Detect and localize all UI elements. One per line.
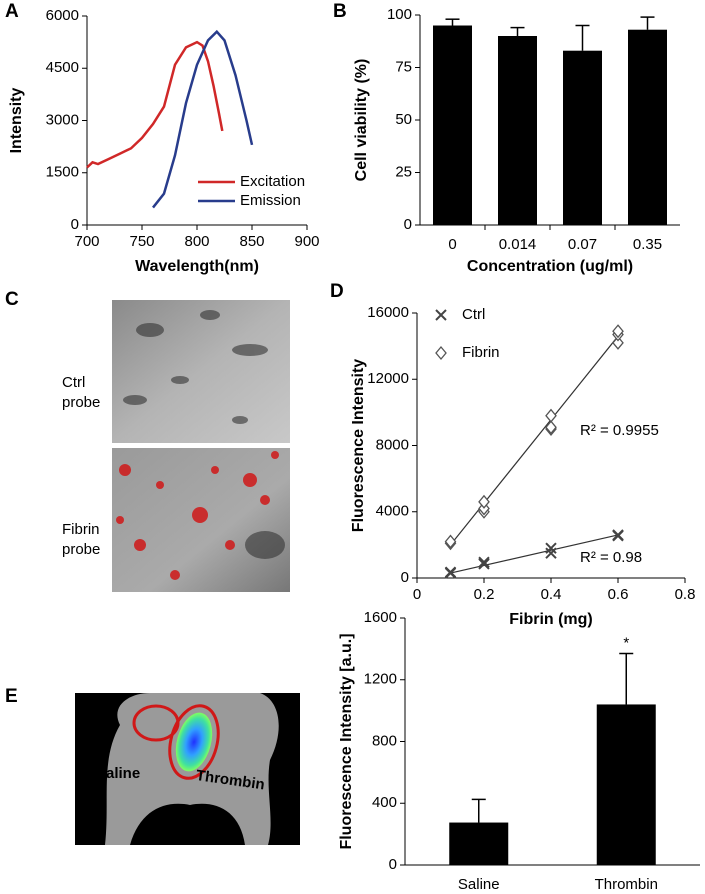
bar <box>628 29 667 226</box>
bar <box>596 704 656 865</box>
x-tick-label: 0 <box>413 586 421 603</box>
line-series <box>86 40 224 169</box>
marker <box>545 547 557 559</box>
bar <box>433 25 472 225</box>
y-axis-title: Cell viability (%) <box>353 59 370 182</box>
y-tick-label: 4500 <box>46 59 79 76</box>
x-tick-label: 0.4 <box>541 586 562 603</box>
bar <box>498 36 537 225</box>
legend-marker <box>435 309 447 321</box>
y-axis-title: Fluorescence Intensity <box>350 359 367 532</box>
marker <box>478 494 490 509</box>
marker <box>444 567 457 579</box>
ctrl-image <box>112 300 290 443</box>
y-axis-title: Intensity <box>8 88 25 154</box>
y-tick-label: 50 <box>395 111 412 128</box>
y-tick-label: 1500 <box>46 164 79 181</box>
marker <box>612 324 624 339</box>
panel-label: D <box>330 281 344 302</box>
y-tick-label: 16000 <box>367 304 409 321</box>
legend-label: Ctrl <box>462 306 485 323</box>
x-tick-label: Thrombin <box>595 876 658 893</box>
y-tick-label: 400 <box>372 794 397 811</box>
fibrin-spots <box>116 451 279 580</box>
bar <box>563 50 602 226</box>
x-tick-label: 0.8 <box>675 586 696 603</box>
marker <box>612 529 624 541</box>
marker <box>612 335 624 350</box>
marker <box>478 558 490 570</box>
y-tick-label: 0 <box>71 216 79 233</box>
x-tick-label: 850 <box>239 233 264 250</box>
marker <box>545 420 557 435</box>
x-tick-label: 0.6 <box>608 586 629 603</box>
trendline <box>450 534 619 574</box>
y-tick-label: 100 <box>387 6 412 23</box>
signal-blob <box>175 712 213 772</box>
trendline <box>450 335 619 546</box>
y-tick-label: 25 <box>395 163 412 180</box>
legend-label: Fibrin <box>462 344 500 361</box>
y-tick-label: 8000 <box>376 436 409 453</box>
y-tick-label: 4000 <box>376 503 409 520</box>
y-tick-label: 75 <box>395 58 412 75</box>
y-tick-label: 800 <box>372 732 397 749</box>
line-series <box>152 29 254 209</box>
marker <box>444 534 457 549</box>
image-caption: probe <box>62 394 100 411</box>
y-tick-label: 0 <box>401 569 409 586</box>
bar <box>449 822 509 865</box>
x-tick-label: 700 <box>74 233 99 250</box>
x-tick-label: 0.07 <box>568 236 597 253</box>
fibrin-dark <box>245 531 285 559</box>
image-caption: Ctrl <box>62 374 85 391</box>
panel-label: A <box>5 1 19 22</box>
y-tick-label: 1200 <box>364 671 397 688</box>
ctrl-texture <box>123 310 268 424</box>
x-tick-label: 0.014 <box>499 236 537 253</box>
x-tick-label: 800 <box>184 233 209 250</box>
saline-roi <box>132 704 180 742</box>
panel-label: E <box>5 686 18 707</box>
y-axis-title: Fluorescence Intensity [a.u.] <box>338 633 355 849</box>
y-tick-label: 3000 <box>46 111 79 128</box>
x-tick-label: Saline <box>458 876 500 893</box>
significance: * <box>623 634 629 651</box>
x-tick-label: 900 <box>294 233 319 250</box>
image-caption: Saline <box>96 765 140 782</box>
legend-marker <box>435 345 447 361</box>
x-axis-title: Fibrin (mg) <box>509 611 593 628</box>
x-tick-label: 750 <box>129 233 154 250</box>
r-squared: R² = 0.9955 <box>580 422 659 439</box>
marker <box>545 408 557 423</box>
panel-label: B <box>333 1 347 22</box>
x-axis-title: Wavelength(nm) <box>135 258 259 275</box>
marker <box>478 556 490 568</box>
y-tick-label: 1600 <box>364 609 397 626</box>
y-tick-label: 6000 <box>46 7 79 24</box>
image-caption: Fibrin <box>62 521 100 538</box>
legend-label: Emission <box>240 192 301 209</box>
x-tick-label: 0.35 <box>633 236 662 253</box>
x-tick-label: 0.2 <box>474 586 495 603</box>
marker <box>545 542 557 554</box>
x-axis-title: Concentration (ug/ml) <box>467 258 633 275</box>
image-caption: probe <box>62 541 100 558</box>
y-tick-label: 12000 <box>367 370 409 387</box>
legend-label: Excitation <box>240 173 305 190</box>
r-squared: R² = 0.98 <box>580 549 642 566</box>
x-tick-label: 0 <box>448 236 456 253</box>
y-tick-label: 0 <box>404 216 412 233</box>
y-tick-label: 0 <box>389 856 397 873</box>
panel-label: C <box>5 289 19 310</box>
